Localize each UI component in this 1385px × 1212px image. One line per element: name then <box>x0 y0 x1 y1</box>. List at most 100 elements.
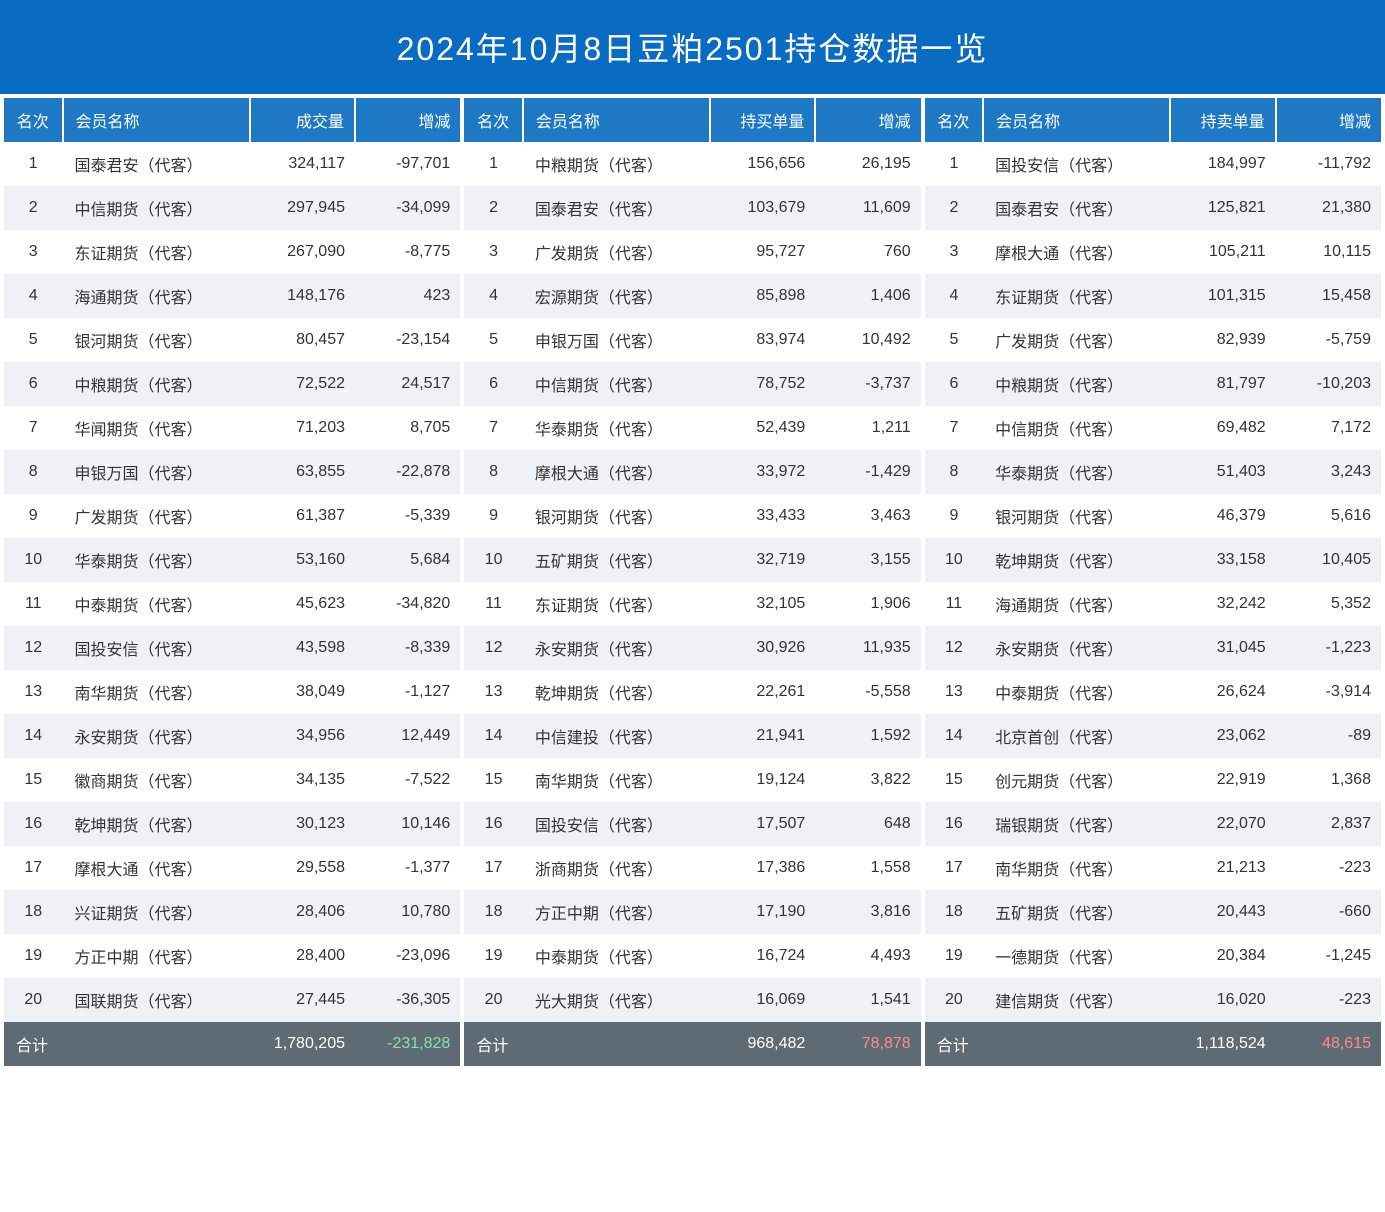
name-cell: 华闻期货（代客） <box>63 406 250 450</box>
rank-cell: 16 <box>925 802 984 846</box>
name-cell: 永安期货（代客） <box>983 626 1170 670</box>
name-cell: 方正中期（代客） <box>63 934 250 978</box>
totals-row: 合计968,48278,878 <box>464 1022 920 1066</box>
name-cell: 宏源期货（代客） <box>523 274 710 318</box>
delta-cell: 1,558 <box>815 846 920 890</box>
rank-cell: 10 <box>464 538 523 582</box>
table-row: 1国泰君安（代客）324,117-97,701 <box>4 142 460 186</box>
value-cell: 51,403 <box>1170 450 1275 494</box>
delta-cell: 5,616 <box>1276 494 1381 538</box>
name-cell: 徽商期货（代客） <box>63 758 250 802</box>
delta-cell: 3,243 <box>1276 450 1381 494</box>
value-cell: 27,445 <box>250 978 355 1022</box>
name-cell: 广发期货（代客） <box>63 494 250 538</box>
table-row: 20光大期货（代客）16,0691,541 <box>464 978 920 1022</box>
delta-cell: -36,305 <box>355 978 460 1022</box>
totals-row: 合计1,118,52448,615 <box>925 1022 1381 1066</box>
value-cell: 46,379 <box>1170 494 1275 538</box>
delta-cell: -1,429 <box>815 450 920 494</box>
name-cell: 国投安信（代客） <box>523 802 710 846</box>
rank-cell: 20 <box>464 978 523 1022</box>
table-row: 19一德期货（代客）20,384-1,245 <box>925 934 1381 978</box>
value-cell: 16,069 <box>710 978 815 1022</box>
table-row: 4海通期货（代客）148,176423 <box>4 274 460 318</box>
delta-cell: 1,368 <box>1276 758 1381 802</box>
rank-cell: 7 <box>4 406 63 450</box>
value-cell: 21,213 <box>1170 846 1275 890</box>
delta-cell: -8,775 <box>355 230 460 274</box>
rank-cell: 19 <box>4 934 63 978</box>
rank-cell: 7 <box>925 406 984 450</box>
delta-cell: 10,115 <box>1276 230 1381 274</box>
name-cell: 北京首创（代客） <box>983 714 1170 758</box>
name-cell: 中粮期货（代客） <box>63 362 250 406</box>
value-cell: 32,105 <box>710 582 815 626</box>
name-cell: 华泰期货（代客） <box>63 538 250 582</box>
name-cell: 五矿期货（代客） <box>983 890 1170 934</box>
rank-cell: 13 <box>464 670 523 714</box>
delta-cell: 11,609 <box>815 186 920 230</box>
table-row: 9广发期货（代客）61,387-5,339 <box>4 494 460 538</box>
delta-cell: 5,352 <box>1276 582 1381 626</box>
totals-delta: 78,878 <box>815 1022 920 1066</box>
name-cell: 创元期货（代客） <box>983 758 1170 802</box>
delta-cell: -3,914 <box>1276 670 1381 714</box>
table-row: 12国投安信（代客）43,598-8,339 <box>4 626 460 670</box>
table-row: 9银河期货（代客）33,4333,463 <box>464 494 920 538</box>
table-row: 17浙商期货（代客）17,3861,558 <box>464 846 920 890</box>
table-row: 19方正中期（代客）28,400-23,096 <box>4 934 460 978</box>
totals-spacer <box>983 1022 1170 1066</box>
name-header: 会员名称 <box>983 98 1170 142</box>
rank-cell: 3 <box>464 230 523 274</box>
value-cell: 30,926 <box>710 626 815 670</box>
rank-cell: 20 <box>925 978 984 1022</box>
rank-cell: 18 <box>464 890 523 934</box>
name-cell: 中信建投（代客） <box>523 714 710 758</box>
name-cell: 东证期货（代客） <box>983 274 1170 318</box>
table-row: 15南华期货（代客）19,1243,822 <box>464 758 920 802</box>
value-cell: 22,261 <box>710 670 815 714</box>
name-cell: 华泰期货（代客） <box>523 406 710 450</box>
delta-cell: -1,223 <box>1276 626 1381 670</box>
name-cell: 国泰君安（代客） <box>523 186 710 230</box>
rank-cell: 6 <box>464 362 523 406</box>
name-header: 会员名称 <box>523 98 710 142</box>
name-cell: 兴证期货（代客） <box>63 890 250 934</box>
value-cell: 32,242 <box>1170 582 1275 626</box>
name-cell: 南华期货（代客） <box>523 758 710 802</box>
rank-cell: 14 <box>925 714 984 758</box>
delta-cell: -223 <box>1276 846 1381 890</box>
table-row: 8摩根大通（代客）33,972-1,429 <box>464 450 920 494</box>
value-cell: 19,124 <box>710 758 815 802</box>
delta-cell: 7,172 <box>1276 406 1381 450</box>
table-row: 14永安期货（代客）34,95612,449 <box>4 714 460 758</box>
delta-cell: -34,820 <box>355 582 460 626</box>
totals-label: 合计 <box>4 1022 63 1066</box>
table-row: 14中信建投（代客）21,9411,592 <box>464 714 920 758</box>
totals-spacer <box>63 1022 250 1066</box>
table-row: 5申银万国（代客）83,97410,492 <box>464 318 920 362</box>
name-cell: 南华期货（代客） <box>983 846 1170 890</box>
value-cell: 33,433 <box>710 494 815 538</box>
rank-cell: 8 <box>4 450 63 494</box>
table-row: 16乾坤期货（代客）30,12310,146 <box>4 802 460 846</box>
table-row: 10乾坤期货（代客）33,15810,405 <box>925 538 1381 582</box>
table-row: 2中信期货（代客）297,945-34,099 <box>4 186 460 230</box>
value-cell: 184,997 <box>1170 142 1275 186</box>
rank-cell: 16 <box>4 802 63 846</box>
rank-cell: 10 <box>4 538 63 582</box>
value-cell: 53,160 <box>250 538 355 582</box>
totals-label: 合计 <box>925 1022 984 1066</box>
rank-cell: 18 <box>925 890 984 934</box>
delta-cell: 5,684 <box>355 538 460 582</box>
delta-cell: -97,701 <box>355 142 460 186</box>
rank-cell: 16 <box>464 802 523 846</box>
delta-cell: -5,759 <box>1276 318 1381 362</box>
delta-cell: 10,405 <box>1276 538 1381 582</box>
value-cell: 26,624 <box>1170 670 1275 714</box>
table-row: 12永安期货（代客）30,92611,935 <box>464 626 920 670</box>
table-row: 3摩根大通（代客）105,21110,115 <box>925 230 1381 274</box>
name-cell: 中粮期货（代客） <box>523 142 710 186</box>
rank-cell: 5 <box>464 318 523 362</box>
name-cell: 永安期货（代客） <box>63 714 250 758</box>
